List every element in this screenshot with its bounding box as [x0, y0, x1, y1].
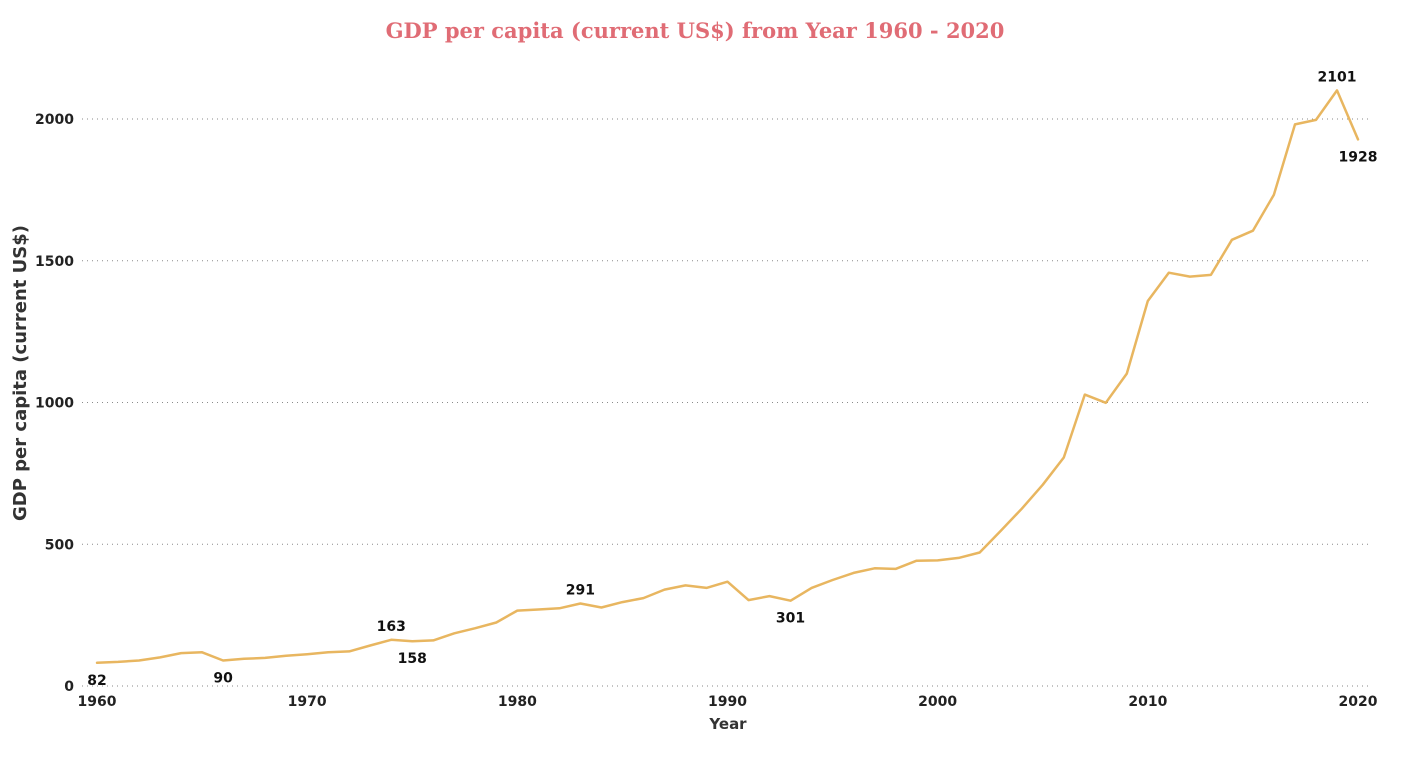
data-point	[1165, 269, 1173, 277]
data-label: 301	[776, 611, 805, 627]
y-tick-label: 1500	[35, 254, 74, 270]
x-tick-label: 1990	[708, 694, 747, 710]
data-point	[1123, 370, 1131, 378]
data-point	[1102, 399, 1110, 407]
data-point	[135, 656, 143, 664]
data-point	[787, 597, 795, 605]
data-point	[745, 596, 753, 604]
data-label: 163	[377, 619, 406, 635]
data-point	[871, 564, 879, 572]
data-point	[555, 604, 563, 612]
data-point	[387, 636, 395, 644]
data-point	[660, 586, 668, 594]
data-point	[1018, 505, 1026, 513]
data-point	[240, 655, 248, 663]
y-tick-label: 1000	[35, 396, 74, 412]
data-point	[177, 649, 185, 657]
series-line-0	[95, 89, 1360, 665]
data-point	[997, 527, 1005, 535]
data-label: 82	[87, 673, 106, 689]
data-point	[766, 592, 774, 600]
x-tick-label: 1960	[78, 694, 117, 710]
x-tick-label: 1980	[498, 694, 537, 710]
data-point	[955, 554, 963, 562]
data-point	[618, 598, 626, 606]
data-point	[261, 654, 269, 662]
x-axis-title: Year	[708, 715, 747, 733]
data-point	[450, 629, 458, 637]
data-point	[492, 618, 500, 626]
data-point	[114, 658, 122, 666]
data-point	[1186, 273, 1194, 281]
data-point	[1144, 297, 1152, 305]
data-point	[1207, 271, 1215, 279]
data-point	[724, 578, 732, 586]
data-point	[829, 576, 837, 584]
data-point	[1060, 453, 1068, 461]
series-layer	[93, 86, 1362, 667]
data-point	[639, 594, 647, 602]
data-point	[892, 565, 900, 573]
data-point	[1081, 391, 1089, 399]
data-point	[471, 624, 479, 632]
data-point	[534, 605, 542, 613]
data-label: 2101	[1317, 69, 1356, 85]
data-point	[408, 637, 416, 645]
data-point	[934, 556, 942, 564]
data-point	[976, 548, 984, 556]
y-tick-label: 0	[64, 679, 74, 695]
data-point	[681, 581, 689, 589]
data-point	[366, 641, 374, 649]
data-point	[597, 603, 605, 611]
data-point	[1333, 86, 1341, 94]
data-point	[303, 650, 311, 658]
x-tick-label: 2000	[918, 694, 957, 710]
data-point	[1249, 227, 1257, 235]
data-point	[808, 584, 816, 592]
data-point	[156, 653, 164, 661]
data-label: 291	[566, 583, 595, 599]
data-point	[429, 636, 437, 644]
data-point	[93, 659, 101, 667]
chart-title: GDP per capita (current US$) from Year 1…	[385, 18, 1005, 43]
x-tick-label: 2020	[1339, 694, 1378, 710]
x-tick-label: 1970	[288, 694, 327, 710]
data-point	[1270, 191, 1278, 199]
data-point	[282, 652, 290, 660]
data-point	[345, 647, 353, 655]
data-point	[324, 648, 332, 656]
y-axis-ticks: 0 500 1000 1500 2000	[35, 112, 74, 695]
y-axis-title: GDP per capita (current US$)	[10, 225, 31, 521]
data-point	[913, 557, 921, 565]
data-point	[513, 607, 521, 615]
data-point	[1039, 481, 1047, 489]
x-axis-ticks: 1960 1970 1980 1990 2000 2010 2020	[78, 694, 1378, 710]
data-labels: 82 90 163 158 291 301 2101 1928	[87, 69, 1377, 688]
data-label: 158	[398, 651, 427, 667]
data-point	[702, 584, 710, 592]
y-tick-label: 2000	[35, 112, 74, 128]
data-label: 90	[213, 670, 233, 686]
data-point	[1354, 135, 1362, 143]
data-point	[1228, 236, 1236, 244]
data-point	[1291, 120, 1299, 128]
x-tick-label: 2010	[1128, 694, 1167, 710]
data-label: 1928	[1339, 149, 1378, 165]
y-tick-label: 500	[45, 537, 74, 553]
data-point	[576, 600, 584, 608]
data-point	[219, 656, 227, 664]
gridlines	[82, 118, 1372, 687]
data-point	[198, 648, 206, 656]
data-point	[850, 569, 858, 577]
data-point	[1312, 116, 1320, 124]
